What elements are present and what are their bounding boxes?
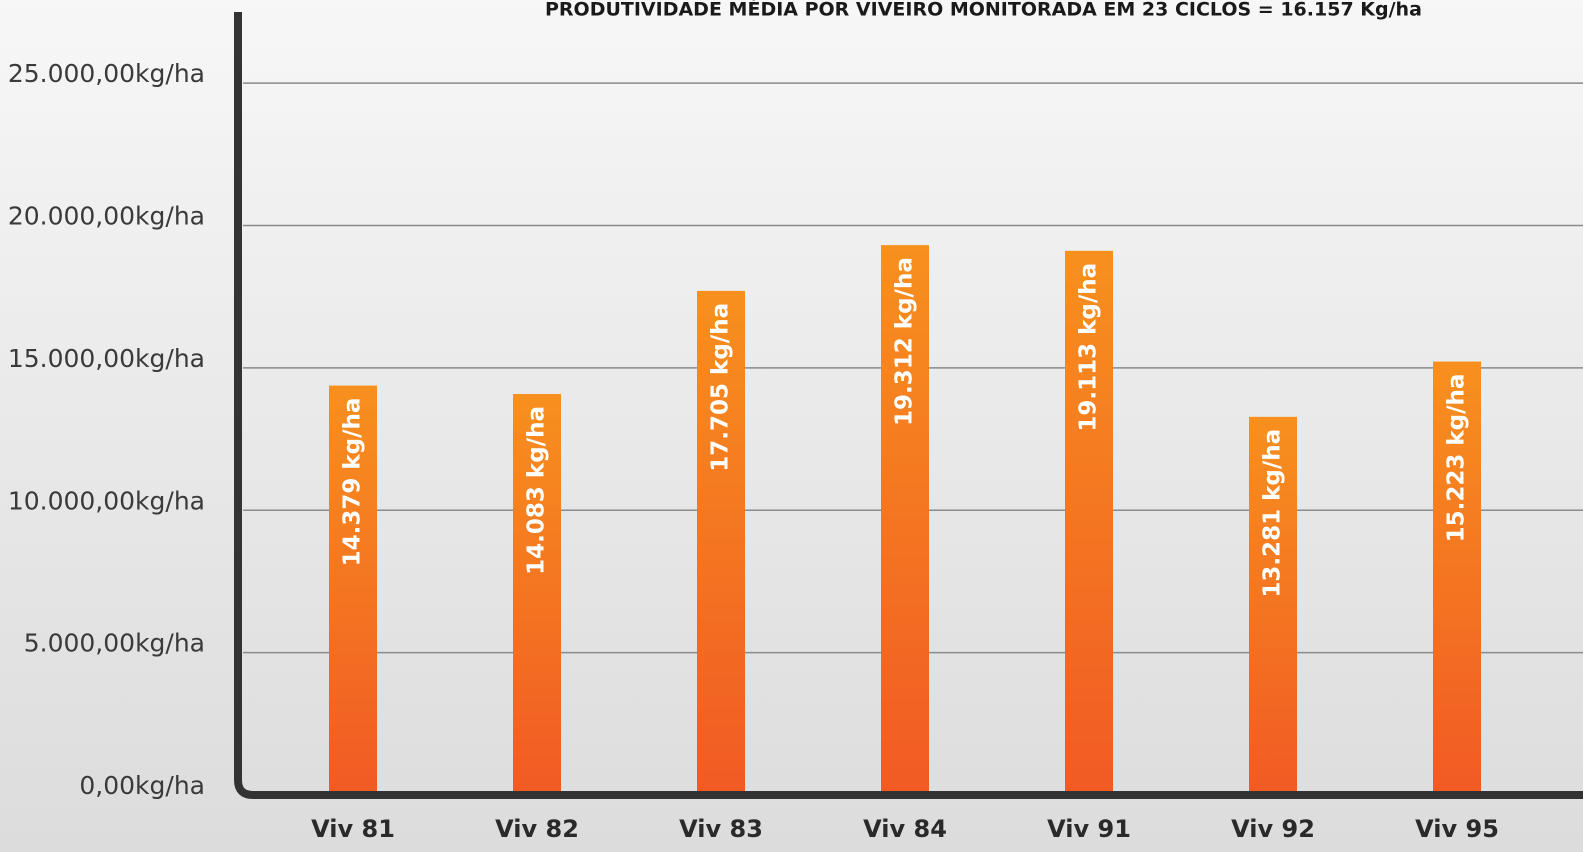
bars: 14.379 kg/ha 14.083 kg/ha 17.705 kg/ha 19.3…: [329, 245, 1481, 795]
value-label: 13.281 kg/ha: [1260, 429, 1286, 598]
y-tick-label: 5.000,00kg/ha: [24, 629, 205, 658]
y-tick-label: 25.000,00kg/ha: [8, 59, 205, 88]
value-label: 15.223 kg/ha: [1444, 374, 1470, 543]
value-label: 19.312 kg/ha: [892, 257, 918, 426]
x-tick-label: Viv 92: [1231, 815, 1315, 843]
bar: [1249, 416, 1297, 795]
value-label: 14.379 kg/ha: [340, 398, 366, 567]
x-tick-label: Viv 82: [495, 815, 579, 843]
bar: [513, 394, 561, 795]
x-tick-label: Viv 95: [1415, 815, 1499, 843]
axis: [234, 12, 1583, 799]
bar: [1433, 361, 1481, 795]
chart-title: PRODUTIVIDADE MÉDIA POR VIVEIRO MONITORA…: [545, 0, 1422, 21]
bar: [881, 245, 929, 795]
y-tick-label: 15.000,00kg/ha: [8, 344, 205, 373]
x-tick-label: Viv 83: [679, 815, 763, 843]
x-tick-label: Viv 84: [863, 815, 947, 843]
bar: [697, 290, 745, 795]
x-tick-label: Viv 81: [311, 815, 395, 843]
y-tick-label: 10.000,00kg/ha: [8, 486, 205, 515]
bar: [1065, 250, 1113, 795]
y-tick-label: 20.000,00kg/ha: [8, 202, 205, 231]
value-label: 14.083 kg/ha: [524, 406, 550, 575]
value-label: 19.113 kg/ha: [1076, 263, 1102, 432]
x-tick-label: Viv 91: [1047, 815, 1131, 843]
bar: [329, 385, 377, 795]
value-label: 17.705 kg/ha: [708, 303, 734, 472]
y-tick-label: 0,00kg/ha: [79, 771, 205, 800]
